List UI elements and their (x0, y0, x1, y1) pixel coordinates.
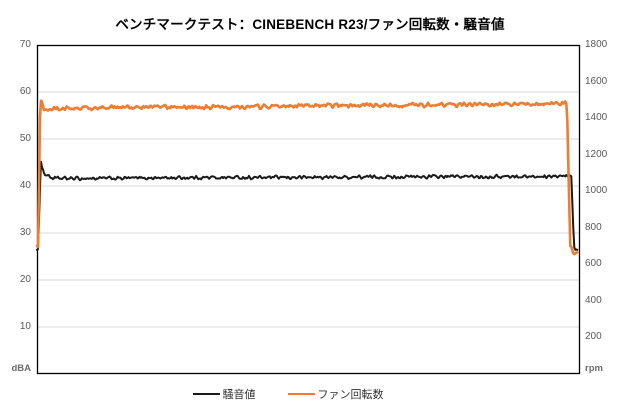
right-axis-tick-label: 200 (585, 331, 602, 342)
right-axis-tick-label: 1000 (585, 185, 608, 196)
left-axis-tick-label: 10 (19, 321, 31, 332)
legend: 騒音値 ファン回転数 (0, 386, 620, 402)
left-axis-tick-label: 60 (19, 86, 31, 97)
right-axis-tick-label: 1600 (585, 76, 608, 87)
noise-series-line (36, 160, 579, 251)
right-axis-tick-label: 1800 (585, 39, 608, 50)
left-axis-tick-label: 50 (19, 133, 31, 144)
plot-border (36, 44, 581, 375)
fan-series-line (35, 99, 579, 256)
left-axis-tick-label: 40 (19, 180, 31, 191)
right-axis-tick-label: 1400 (585, 112, 608, 123)
left-axis-tick-label: 30 (19, 227, 31, 238)
legend-item-fan: ファン回転数 (287, 386, 384, 402)
right-axis-unit-label: rpm (585, 363, 603, 374)
right-axis-tick-label: 1200 (585, 149, 608, 160)
right-axis-tick-label: 800 (585, 222, 602, 233)
legend-item-noise: 騒音値 (192, 386, 256, 402)
legend-label-fan: ファン回転数 (317, 389, 384, 401)
left-axis-unit-label: dBA (11, 363, 31, 374)
left-axis-tick-label: 70 (19, 39, 31, 50)
left-axis-tick-label: 20 (19, 274, 31, 285)
legend-label-noise: 騒音値 (222, 389, 256, 401)
noise-line-swatch (192, 392, 220, 396)
right-axis-tick-label: 600 (585, 258, 602, 269)
fan-line-swatch (287, 392, 315, 396)
right-axis-tick-label: 400 (585, 295, 602, 306)
chart-title: ベンチマークテスト：CINEBENCH R23/ファン回転数・騒音値 (115, 17, 505, 32)
